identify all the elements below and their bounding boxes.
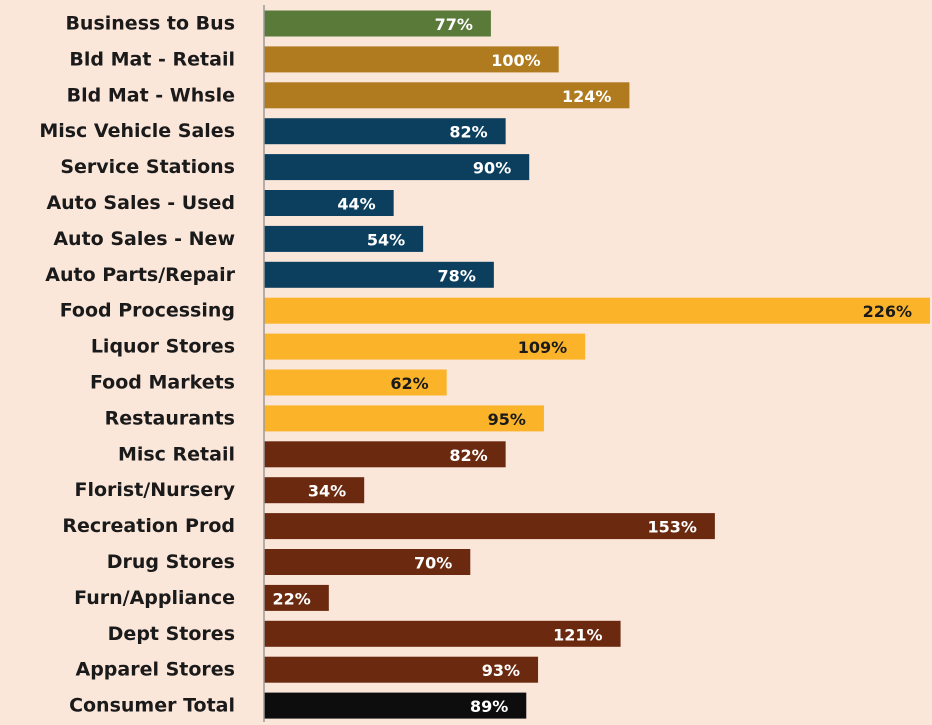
category-label: Service Stations	[60, 156, 235, 178]
data-label: 153%	[647, 518, 696, 537]
data-label: 70%	[414, 554, 452, 573]
category-label: Florist/Nursery	[74, 479, 235, 501]
bars-group	[264, 10, 930, 719]
bar	[264, 190, 394, 216]
category-label: Liquor Stores	[91, 336, 235, 358]
bar	[264, 225, 424, 252]
bar	[264, 118, 506, 145]
data-label: 89%	[470, 697, 508, 716]
data-label: 77%	[435, 15, 473, 34]
data-label: 109%	[518, 338, 567, 357]
category-label: Food Processing	[60, 300, 235, 322]
bar	[264, 369, 447, 396]
bar	[264, 656, 539, 683]
category-label: Food Markets	[90, 372, 235, 394]
category-label: Furn/Appliance	[74, 587, 235, 609]
category-label: Misc Vehicle Sales	[39, 120, 235, 142]
data-label: 90%	[473, 159, 511, 178]
data-label: 22%	[273, 589, 311, 608]
bar	[264, 584, 329, 611]
data-label: 124%	[562, 87, 611, 106]
data-label: 95%	[488, 410, 526, 429]
category-label: Consumer Total	[69, 695, 235, 717]
category-label: Bld Mat - Retail	[69, 48, 235, 70]
category-labels-group: Business to Bus Bld Mat - Retail Bld Mat -…	[39, 13, 235, 717]
bar	[264, 692, 527, 719]
value-labels-group: 77% 100% 124% 82% 90% 44% 54% 78% 226% 109% 62% 95%…	[273, 15, 912, 716]
category-label: Auto Sales - New	[53, 228, 235, 250]
data-label: 44%	[337, 195, 375, 214]
category-label: Auto Parts/Repair	[45, 264, 235, 286]
data-label: 82%	[449, 123, 487, 142]
bar	[264, 154, 530, 181]
data-label: 82%	[449, 446, 487, 465]
category-label: Restaurants	[105, 407, 235, 429]
data-label: 121%	[553, 625, 602, 644]
bar	[264, 261, 494, 288]
bar	[264, 297, 930, 324]
data-label: 54%	[367, 230, 405, 249]
category-label: Apparel Stores	[76, 659, 236, 681]
data-label: 93%	[482, 661, 520, 680]
category-label: Auto Sales - Used	[46, 192, 235, 214]
category-label: Business to Bus	[65, 13, 235, 35]
bar	[264, 477, 365, 504]
bar	[264, 441, 506, 468]
category-label: Dept Stores	[108, 623, 235, 645]
bar	[264, 10, 491, 37]
bar	[264, 333, 586, 360]
data-label: 226%	[863, 302, 912, 321]
data-label: 100%	[491, 51, 540, 70]
bar	[264, 46, 559, 73]
data-label: 62%	[390, 374, 428, 393]
data-label: 78%	[438, 266, 476, 285]
category-label: Recreation Prod	[62, 515, 235, 537]
category-label: Drug Stores	[107, 551, 235, 573]
category-label: Misc Retail	[118, 443, 235, 465]
category-label: Bld Mat - Whsle	[67, 84, 235, 106]
bar	[264, 82, 630, 109]
bar	[264, 513, 715, 540]
bar	[264, 549, 471, 575]
data-label: 34%	[308, 482, 346, 501]
bar	[264, 405, 544, 432]
bar	[264, 620, 621, 647]
